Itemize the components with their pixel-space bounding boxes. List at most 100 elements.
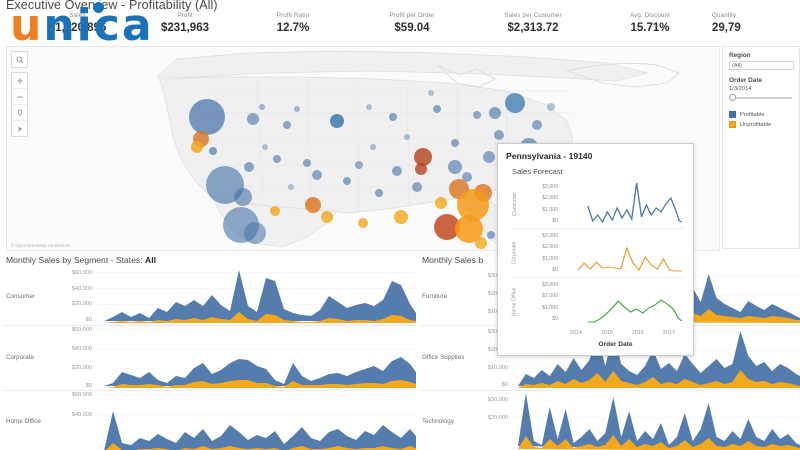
map-search-group[interactable] xyxy=(11,51,28,68)
kpi-profit: Profit $231,963 xyxy=(140,12,230,36)
tooltip-y-tick: $3,000 xyxy=(542,281,558,288)
tooltip-y-tick: $1,000 xyxy=(542,304,558,311)
tooltip-panel-consumer: Consumer $3,000 $2,000 $1,000 $0 xyxy=(510,180,685,229)
tooltip-y-tick: $3,000 xyxy=(542,183,558,190)
y-tick: $40,000 xyxy=(71,411,92,418)
map-toolbar[interactable] xyxy=(11,51,28,141)
tooltip-y-tick: $3,000 xyxy=(542,232,558,239)
tooltip-y-tick: $1,000 xyxy=(542,255,558,262)
y-tick: $10,000 xyxy=(487,365,508,372)
segment-row-home-office[interactable]: Home Office $60,000 $40,000 xyxy=(4,391,416,450)
search-icon[interactable] xyxy=(12,52,27,67)
monthly-sales-by-segment-chart: Monthly Sales by Segment - States: All C… xyxy=(4,255,416,450)
plot-area[interactable] xyxy=(512,391,800,450)
tooltip-row-label: Home Office xyxy=(510,278,519,326)
legend-swatch-profitable xyxy=(729,111,736,118)
kpi-value: 12.7% xyxy=(276,22,310,34)
segment-row-consumer[interactable]: Consumer $60,000 $40,000 $20,000 $0 xyxy=(4,268,416,326)
map-attribution: © OpenStreetMap contributors xyxy=(11,243,71,248)
kpi-label: Sales per Customer xyxy=(504,12,562,19)
plot-area[interactable] xyxy=(96,391,416,450)
category-chart-title: Monthly Sales b xyxy=(422,255,484,265)
tooltip-sparkline-home-office xyxy=(561,278,683,326)
tooltip-x-tick: 2015 xyxy=(600,330,613,336)
region-filter-dropdown[interactable]: (All) xyxy=(729,61,794,70)
kpi-label: Profit Ratio xyxy=(276,12,310,19)
y-tick: $20,000 xyxy=(71,301,92,308)
tooltip-y-axis: $3,000 $2,000 $1,000 $0 xyxy=(519,278,559,326)
kpi-label: Avg. Discount xyxy=(629,12,670,19)
y-tick: $20,000 xyxy=(71,365,92,372)
y-tick: $40,000 xyxy=(71,346,92,353)
tooltip-subtitle: Sales Forecast xyxy=(512,167,563,176)
kpi-value: $59.04 xyxy=(394,22,430,34)
filter-panel: Region (All) Order Date 1/3/2014 Profita… xyxy=(722,46,800,249)
zoom-in-icon[interactable] xyxy=(12,73,27,89)
y-tick: $40,000 xyxy=(71,285,92,292)
kpi-value: $231,963 xyxy=(161,22,209,34)
y-tick: $0 xyxy=(85,317,92,324)
tooltip-y-tick: $2,000 xyxy=(542,293,558,300)
y-axis: $60,000 $40,000 $20,000 $0 xyxy=(56,326,94,390)
tooltip-panel-home-office: Home Office $3,000 $2,000 $1,000 $0 xyxy=(510,278,685,326)
pointer-icon[interactable] xyxy=(12,121,27,136)
map-tooltip-popup[interactable]: Pennsylvania - 19140 Sales Forecast Cons… xyxy=(497,143,694,356)
tooltip-row-label-text: Corporate xyxy=(511,241,518,265)
plot-area[interactable] xyxy=(96,268,416,325)
order-date-value: 1/3/2014 xyxy=(729,86,752,92)
row-label: Corporate xyxy=(6,354,35,361)
category-row-technology[interactable]: Technology $30,000 $20,000 xyxy=(420,391,800,450)
tooltip-title: Pennsylvania - 19140 xyxy=(506,151,593,161)
slider-handle[interactable] xyxy=(729,94,736,101)
segment-chart-title-value: All xyxy=(145,255,156,265)
tooltip-x-tick: 2016 xyxy=(631,330,644,336)
plot-area[interactable] xyxy=(96,326,416,390)
y-tick: $0 xyxy=(501,381,508,388)
kpi-label: Sales xyxy=(69,12,86,19)
tooltip-y-tick: $0 xyxy=(552,316,558,323)
y-axis: $60,000 $40,000 $20,000 $0 xyxy=(56,268,94,325)
kpi-label: Profit per Order xyxy=(389,12,435,19)
legend-swatch-unprofitable xyxy=(729,121,736,128)
legend-item-profitable[interactable]: Profitable xyxy=(729,111,794,118)
plot-area[interactable] xyxy=(512,326,800,390)
tooltip-y-axis: $3,000 $2,000 $1,000 $0 xyxy=(519,180,559,228)
order-date-slider[interactable] xyxy=(729,94,794,102)
y-tick: $60,000 xyxy=(71,269,92,276)
tooltip-row-label: Corporate xyxy=(510,229,519,277)
legend-label: Profitable xyxy=(740,111,765,118)
tooltip-y-tick: $2,000 xyxy=(542,244,558,251)
tooltip-sparkline-consumer xyxy=(561,180,683,228)
kpi-row: Sales $1,820,895 Profit $231,963 Profit … xyxy=(0,12,800,44)
segment-row-corporate[interactable]: Corporate $60,000 $40,000 $20,000 $0 xyxy=(4,326,416,391)
y-tick: $60,000 xyxy=(71,391,92,398)
zoom-out-icon[interactable] xyxy=(12,89,27,105)
tooltip-panels: Consumer $3,000 $2,000 $1,000 $0 Corpora… xyxy=(510,180,685,330)
tooltip-y-tick: $0 xyxy=(552,218,558,225)
y-tick: $60,000 xyxy=(71,326,92,333)
pin-icon[interactable] xyxy=(12,105,27,121)
y-axis: $60,000 $40,000 xyxy=(56,391,94,450)
tooltip-y-axis: $3,000 $2,000 $1,000 $0 xyxy=(519,229,559,277)
page-title: Executive Overview - Profitability (All) xyxy=(6,0,218,12)
y-tick: $20,000 xyxy=(487,415,508,422)
kpi-value: 29,79 xyxy=(712,22,741,34)
segment-chart-title-prefix: Monthly Sales by Segment - States: xyxy=(6,255,145,265)
kpi-value: $1,820,895 xyxy=(48,22,107,34)
tooltip-x-axis: 2014 2015 2016 2017 xyxy=(561,330,685,340)
tooltip-y-tick: $1,000 xyxy=(542,206,558,213)
kpi-profit-per-order: Profit per Order $59.04 xyxy=(362,12,462,36)
kpi-profit-ratio: Profit Ratio 12.7% xyxy=(248,12,338,36)
row-label: Home Office xyxy=(6,418,41,425)
tooltip-row-label: Consumer xyxy=(510,180,519,228)
kpi-sales-per-customer: Sales per Customer $2,313.72 xyxy=(478,12,588,36)
tooltip-x-tick: 2017 xyxy=(662,330,675,336)
row-label: Technology xyxy=(422,418,454,425)
y-tick: $0 xyxy=(85,383,92,390)
tooltip-x-axis-label: Order Date xyxy=(598,341,633,348)
slider-track[interactable] xyxy=(729,97,792,99)
kpi-sales: Sales $1,820,895 xyxy=(0,12,155,36)
map-zoom-group[interactable] xyxy=(11,72,28,137)
legend-item-unprofitable[interactable]: Unprofitable xyxy=(729,121,794,128)
